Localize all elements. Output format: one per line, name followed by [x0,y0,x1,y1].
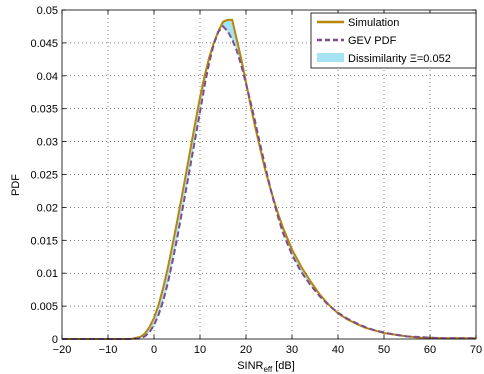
y-tick-label: 0.025 [30,170,58,182]
y-tick-label: 0.015 [30,235,58,247]
series-lines [62,18,476,340]
x-axis-label-main: SINR [237,360,263,372]
x-ticks: −20 −10 0 10 20 30 40 50 60 70 [53,10,482,356]
x-axis-label-sub: eff [263,365,273,374]
y-tick-label: 0.03 [37,137,58,149]
legend-simulation-label: Simulation [348,17,399,29]
legend-dissimilarity-swatch [317,53,344,62]
x-tick-label: 60 [424,344,436,356]
x-tick-label: 70 [470,344,482,356]
y-ticks: 0 0.005 0.01 0.015 0.02 0.025 0.03 0.035 0.04 0.0… [30,5,476,346]
legend: Simulation GEV PDF Dissimilarity Ξ=0.052 [310,12,477,69]
y-tick-label: 0.02 [37,202,58,214]
gev-pdf-line [62,24,476,340]
x-axis-label: SINReff [dB] [237,360,295,374]
y-axis-label: PDF [10,174,22,196]
x-tick-label: 30 [286,344,298,356]
x-tick-label: 10 [194,344,206,356]
legend-gev-label: GEV PDF [348,35,397,47]
x-tick-label: 20 [240,344,252,356]
x-tick-label: 50 [378,344,390,356]
y-tick-label: 0.035 [30,104,58,116]
y-tick-label: 0.04 [37,71,58,83]
y-tick-label: 0.01 [37,268,58,280]
y-tick-label: 0.045 [30,38,58,50]
x-tick-label: −10 [99,344,118,356]
x-tick-label: 0 [151,344,157,356]
y-tick-label: 0.05 [37,5,58,17]
y-tick-label: 0 [52,334,58,346]
legend-dissimilarity-label: Dissimilarity Ξ=0.052 [348,53,451,65]
x-axis-label-unit: [dB] [275,360,295,372]
x-tick-label: −20 [53,344,72,356]
y-tick-label: 0.005 [30,301,58,313]
x-tick-label: 40 [332,344,344,356]
